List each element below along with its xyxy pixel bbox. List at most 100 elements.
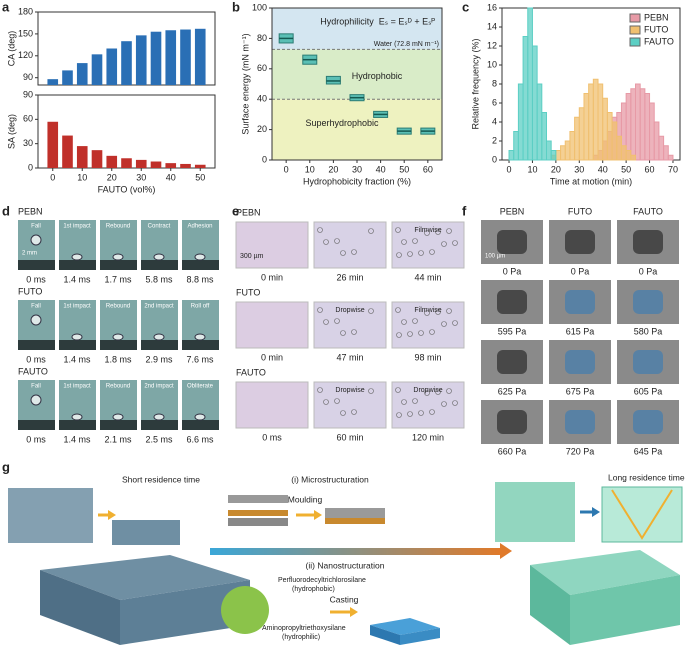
x-tick-label: 50 <box>195 172 205 182</box>
photo-surface <box>141 420 178 430</box>
hist-bar <box>630 88 637 161</box>
x-tick-label: 0 <box>507 164 512 174</box>
moulding-label: Moulding <box>288 494 323 504</box>
drop <box>323 319 329 325</box>
drop <box>429 329 435 335</box>
y-tick-label: 6 <box>492 97 497 107</box>
panel-letter: g <box>2 459 10 474</box>
row-name: FAUTO <box>18 366 48 376</box>
y-axis-label: SA (deg) <box>6 114 16 149</box>
pressure-label: 580 Pa <box>634 326 663 336</box>
hist-bar <box>560 145 566 161</box>
drop <box>412 398 418 404</box>
x-tick-label: 30 <box>574 164 584 174</box>
zone <box>272 49 442 100</box>
y-tick-label: 150 <box>18 28 33 38</box>
frame-time: 1.4 ms <box>63 274 91 284</box>
drop <box>317 227 323 233</box>
annotation: Eₛ = Eₛᴰ + Eₛᴾ <box>379 16 436 26</box>
drop <box>412 318 418 324</box>
droplet <box>153 333 165 341</box>
hist-bar <box>574 116 580 161</box>
bar <box>47 121 59 168</box>
pore <box>633 350 663 374</box>
x-tick-label: 40 <box>376 164 386 174</box>
drop <box>340 250 346 256</box>
hist-bar <box>508 150 515 161</box>
amino-note: (hydrophilic) <box>282 634 320 641</box>
x-tick-label: 40 <box>166 172 176 182</box>
zone <box>272 99 442 160</box>
pressure-label: 595 Pa <box>498 326 527 336</box>
frame-caption: 2nd impact <box>144 384 174 390</box>
pore <box>633 410 663 434</box>
panel-letter: e <box>232 203 239 218</box>
bar <box>180 29 191 85</box>
y-tick-label: 16 <box>487 2 497 12</box>
x-tick-label: 30 <box>136 172 146 182</box>
photo-surface <box>18 260 55 270</box>
drop <box>317 387 323 393</box>
pressure-label: 0 Pa <box>503 266 522 276</box>
drop <box>429 409 435 415</box>
row-name: FUTO <box>18 286 42 296</box>
micrograph <box>391 381 465 429</box>
pore <box>497 410 527 434</box>
bar <box>135 35 147 85</box>
y-tick-label: 4 <box>492 116 497 126</box>
micrograph <box>391 301 465 349</box>
drop <box>424 310 430 316</box>
frame-time: 26 min <box>336 272 363 282</box>
frame-caption: 1st impact <box>63 304 91 310</box>
hist-bar <box>649 102 655 161</box>
frame-caption: Roll off <box>191 304 210 310</box>
micrograph <box>235 381 309 429</box>
bar <box>76 63 88 85</box>
frame-caption: Fall <box>31 224 41 230</box>
photo-surface <box>59 260 96 270</box>
drop <box>446 388 452 394</box>
hist-bar <box>583 93 590 161</box>
droplet <box>30 314 42 326</box>
drop <box>446 308 452 314</box>
frame-time: 1.4 ms <box>63 434 91 444</box>
droplet <box>194 333 206 341</box>
x-axis-label: FAUTO (vol%) <box>98 184 156 194</box>
frame-time: 1.4 ms <box>63 354 91 364</box>
hist-bar <box>578 107 585 161</box>
x-tick-label: 30 <box>352 164 362 174</box>
photo-surface <box>100 260 137 270</box>
frame-time: 1.7 ms <box>104 274 132 284</box>
y-tick-label: 2 <box>492 135 497 145</box>
drop <box>395 307 401 313</box>
pressure-label: 605 Pa <box>634 386 663 396</box>
photo-surface <box>182 260 219 270</box>
x-tick-label: 20 <box>551 164 561 174</box>
legend-swatch <box>629 37 641 47</box>
frame-time: 7.6 ms <box>186 354 214 364</box>
drop <box>340 410 346 416</box>
hist-bar <box>630 154 637 161</box>
legend-label: FUTO <box>644 24 668 34</box>
column-name: PEBN <box>500 206 525 216</box>
hist-bar <box>541 112 548 161</box>
scale-label: 2 mm <box>22 251 37 257</box>
pore <box>497 350 527 374</box>
photo-surface <box>59 420 96 430</box>
photo-surface <box>100 340 137 350</box>
drop <box>368 388 374 394</box>
frame-time: 0 min <box>261 352 283 362</box>
frame-caption: Rebound <box>106 384 130 390</box>
hist-bar <box>602 97 608 161</box>
micrograph <box>313 381 387 429</box>
frame-caption: Adhesion <box>187 224 212 230</box>
drop <box>396 252 402 258</box>
y-tick-label: 80 <box>257 33 267 43</box>
droplet <box>112 413 124 421</box>
hist-bar <box>536 83 543 161</box>
y-tick-label: 30 <box>23 138 33 148</box>
frame-time: 1.8 ms <box>104 354 132 364</box>
photo-surface <box>182 340 219 350</box>
drop <box>351 409 357 415</box>
hist-bar <box>564 140 571 161</box>
